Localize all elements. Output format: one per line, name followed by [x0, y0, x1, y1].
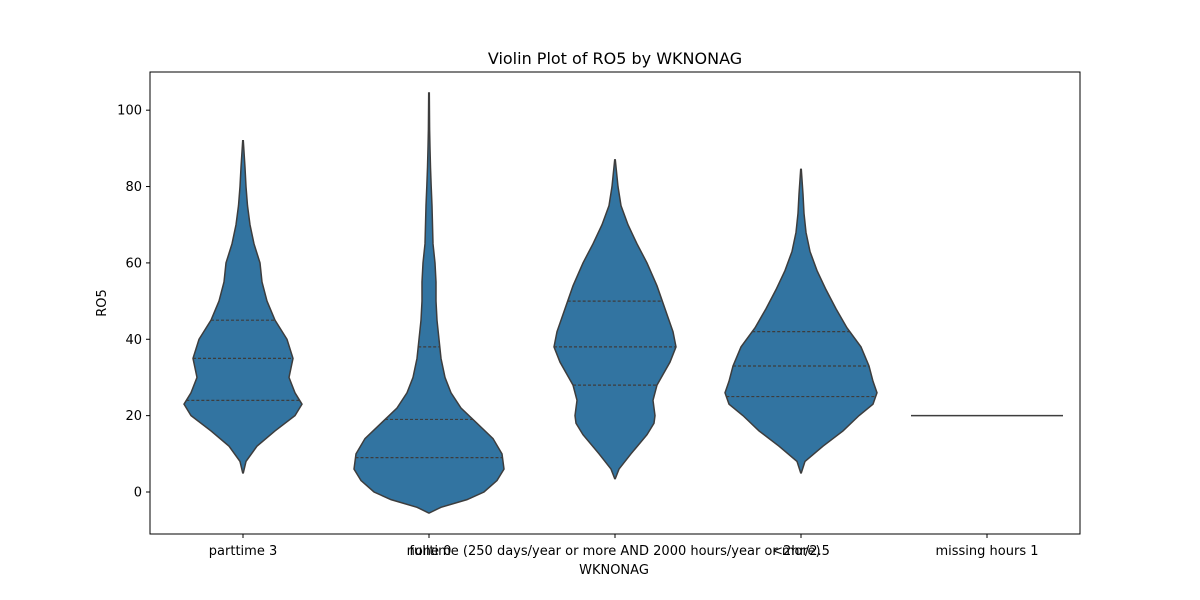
plot-frame	[149, 71, 1081, 535]
y-tick-label: 60	[125, 256, 142, 271]
violin-group	[724, 168, 878, 474]
y-tick-label: 40	[125, 333, 142, 348]
violin-group	[553, 159, 677, 480]
y-tick-label: 80	[125, 180, 142, 195]
violin-group	[353, 92, 505, 514]
violin-body	[353, 92, 505, 514]
x-axis-label: WKNONAG	[579, 563, 649, 578]
y-tick-label: 100	[117, 104, 142, 119]
chart-title: Violin Plot of RO5 by WKNONAG	[488, 49, 742, 68]
plot-area	[183, 92, 1063, 514]
y-tick-label: 20	[125, 409, 142, 424]
x-tick-label: fulltime (250 days/year or more AND 2000…	[409, 544, 820, 559]
violin-body	[553, 159, 677, 480]
violin-body	[183, 139, 303, 474]
x-tick-label: missing hours 1	[935, 544, 1038, 559]
x-tick-label: <2hr/2.5	[772, 544, 830, 559]
x-tick-label: parttime 3	[209, 544, 277, 559]
y-axis: 0 20 40 60 80 100	[117, 104, 150, 501]
y-tick-label: 0	[134, 486, 142, 501]
violin-body	[724, 168, 878, 474]
y-axis-label: RO5	[95, 289, 110, 317]
violin-group	[183, 139, 303, 474]
x-tick-label: none 0	[407, 544, 452, 559]
